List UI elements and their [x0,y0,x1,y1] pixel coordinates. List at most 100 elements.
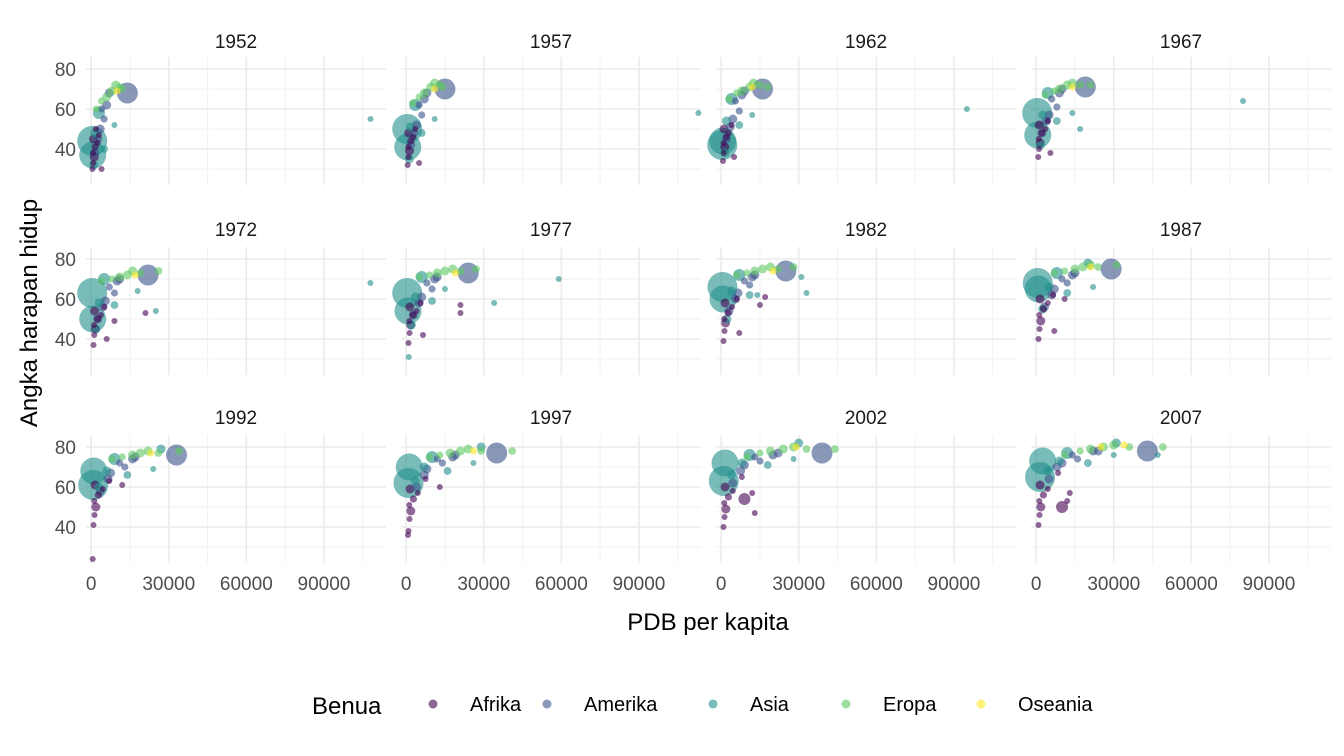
legend-title: Benua [312,693,382,720]
data-point [469,447,478,455]
data-point [111,318,118,324]
facet-panel: 2002 0 30000 60000 90000 [708,408,1016,595]
data-point [802,445,811,453]
data-point [778,444,788,454]
x-tick-label: 30000 [772,574,825,595]
legend-label: Afrika [470,694,522,716]
data-point [154,449,163,457]
data-point [1035,294,1045,304]
data-point [1036,498,1043,504]
data-point [733,296,740,302]
data-point [736,330,743,336]
data-point [743,269,751,277]
legend-key [708,699,718,709]
data-point [720,482,730,492]
data-point [417,300,424,306]
y-tick-label: 80 [55,250,76,271]
data-point [118,453,126,461]
data-point [1044,118,1051,124]
data-point [1094,263,1103,271]
facet-panel: 1967 [1022,32,1331,185]
data-point [431,85,439,93]
data-point [94,491,103,499]
data-point [720,298,730,308]
data-point [415,273,423,281]
data-point [113,87,121,95]
data-point [811,442,833,464]
data-point [1063,289,1072,297]
data-point [89,150,96,156]
data-point [1035,480,1045,490]
data-point [1064,498,1071,504]
data-point [1036,512,1043,518]
data-point [756,81,764,89]
y-tick-label: 80 [55,438,76,459]
data-point [1035,336,1042,342]
x-tick-label: 90000 [928,574,981,595]
data-point [415,101,423,109]
data-point [99,486,106,492]
data-point [137,264,159,286]
data-point [763,461,772,469]
data-point [455,446,465,456]
data-point [749,490,756,496]
data-point [418,111,426,119]
data-point [756,449,764,457]
data-point [405,144,412,150]
data-point [1109,440,1119,450]
data-point [720,338,727,344]
data-point [725,130,732,136]
data-point [416,160,423,166]
facet-label: 1987 [1160,220,1202,241]
facet-label: 1962 [845,32,887,53]
data-point [142,310,149,316]
data-point [175,447,184,455]
data-point [729,488,736,494]
data-point [695,110,702,116]
data-point [472,265,480,273]
y-tick-label: 80 [55,60,76,81]
data-point [743,453,751,461]
data-point [733,271,741,279]
data-point [91,498,98,504]
legend-key [542,699,552,709]
data-point [728,478,738,488]
data-point [721,328,728,334]
data-point [436,484,443,490]
data-point [1055,470,1062,476]
x-tick-label: 0 [1031,574,1042,595]
data-point [422,476,429,482]
legend-key [841,699,851,709]
data-point [419,462,429,472]
data-point [1069,110,1076,116]
data-point [409,99,417,107]
data-point [762,294,769,300]
data-point [731,154,738,160]
data-point [431,116,438,122]
data-point [789,263,798,271]
data-point [92,126,99,132]
facet-label: 1992 [215,408,257,429]
data-point [414,490,421,496]
data-point [1120,441,1128,449]
y-axis-title: Angka harapan hidup [16,199,43,427]
data-point [1044,300,1051,306]
data-point [750,266,760,276]
data-point [1035,522,1042,528]
data-point [94,298,104,308]
facet-panel: 1952 40 60 80 [55,32,386,185]
data-point [100,115,108,123]
facet-label: 1952 [215,32,257,53]
data-point [108,455,116,463]
data-point [457,310,464,316]
data-point [147,449,155,457]
data-point [95,132,102,138]
data-point [395,453,423,481]
data-point [1035,154,1042,160]
data-point [1054,456,1064,466]
data-point [428,297,436,305]
data-point [1052,117,1061,125]
data-point [1076,447,1084,455]
facet-label: 1972 [215,220,257,241]
